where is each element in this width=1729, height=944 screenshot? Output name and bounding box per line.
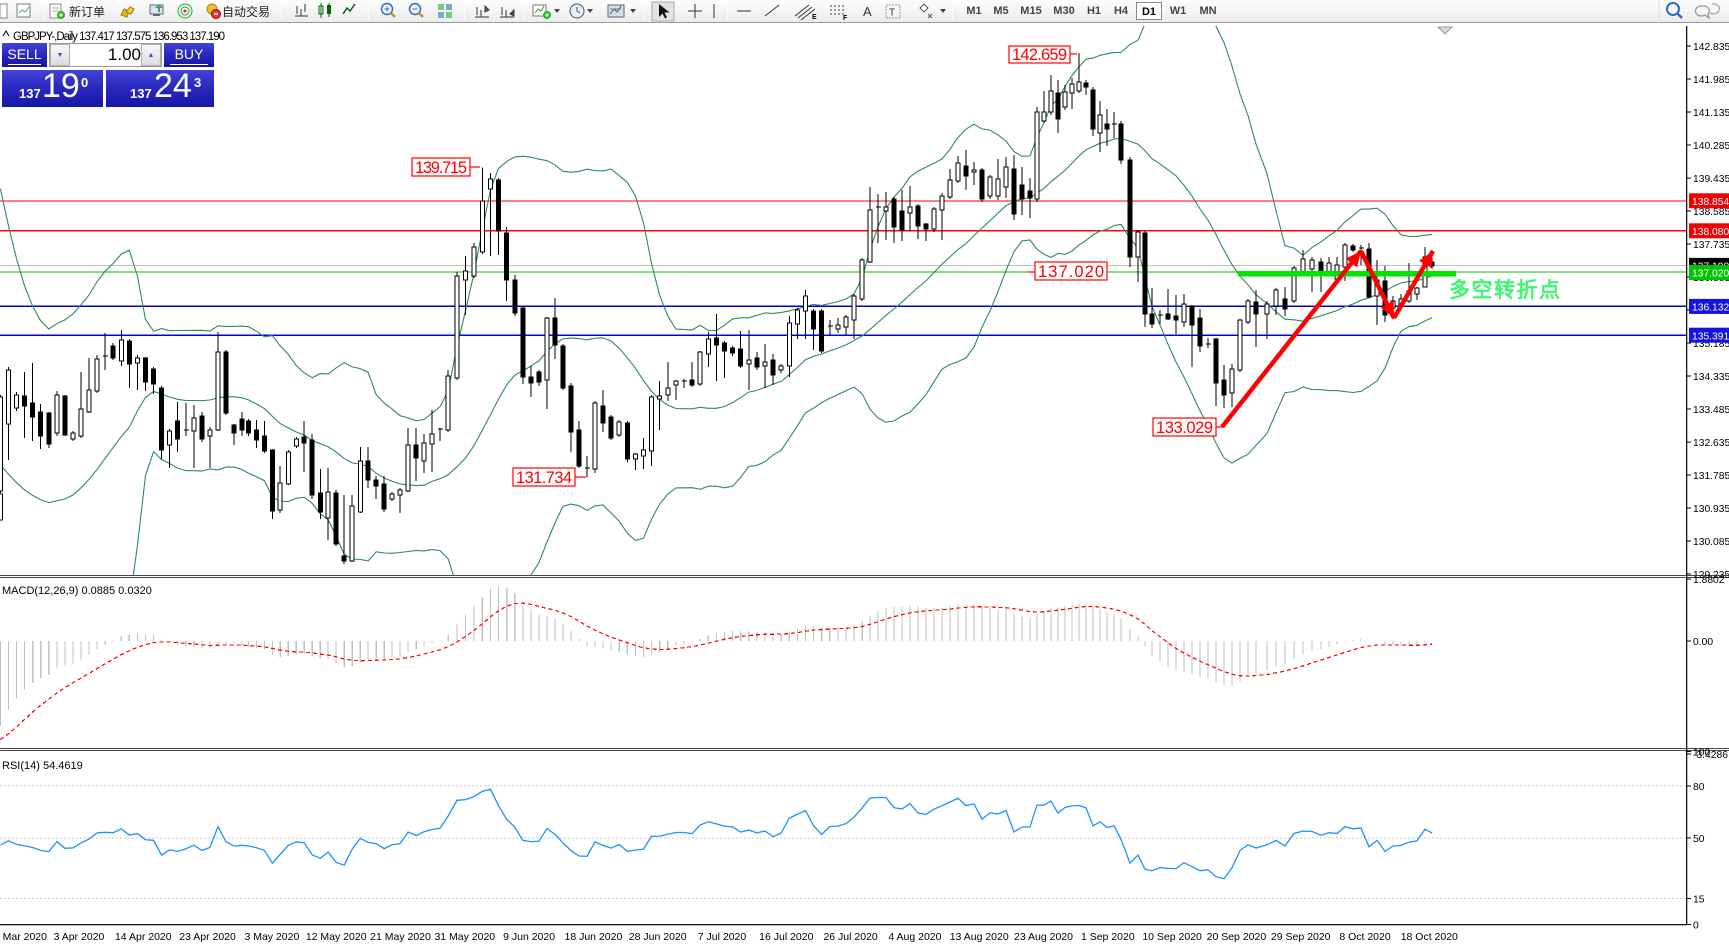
svg-text:E: E (812, 14, 817, 21)
svg-text:50: 50 (1693, 834, 1705, 845)
svg-text:A: A (863, 4, 872, 19)
svg-text:15: 15 (1693, 894, 1705, 905)
svg-text:14 Apr 2020: 14 Apr 2020 (115, 931, 172, 943)
svg-text:7 Jul 2020: 7 Jul 2020 (698, 931, 747, 943)
svg-text:139.435: 139.435 (1693, 174, 1729, 185)
svg-text:23 Apr 2020: 23 Apr 2020 (179, 931, 236, 943)
svg-text:31 May 2020: 31 May 2020 (434, 931, 495, 943)
svg-text:-3.4286: -3.4286 (1693, 750, 1728, 761)
svg-text:130.085: 130.085 (1693, 537, 1729, 548)
svg-text:0: 0 (1693, 920, 1699, 931)
svg-text:12 May 2020: 12 May 2020 (306, 931, 367, 943)
svg-text:139.715: 139.715 (415, 159, 467, 177)
svg-text:29 Sep 2020: 29 Sep 2020 (1271, 931, 1331, 943)
svg-text:28 Jun 2020: 28 Jun 2020 (629, 931, 687, 943)
svg-text:129.235: 129.235 (1693, 570, 1729, 581)
svg-text:138.854: 138.854 (1692, 197, 1729, 208)
svg-text:135.391: 135.391 (1692, 331, 1729, 342)
svg-text:18 Oct 2020: 18 Oct 2020 (1401, 931, 1458, 943)
svg-text:1 Sep 2020: 1 Sep 2020 (1081, 931, 1135, 943)
svg-text:134.335: 134.335 (1693, 372, 1729, 383)
svg-text:21 May 2020: 21 May 2020 (370, 931, 431, 943)
svg-text:MACD(12,26,9) 0.0885 0.0320: MACD(12,26,9) 0.0885 0.0320 (2, 585, 152, 597)
svg-text:136.132: 136.132 (1692, 303, 1729, 314)
svg-text:137.020: 137.020 (1038, 263, 1104, 281)
svg-text:3 May 2020: 3 May 2020 (244, 931, 299, 943)
svg-text:138.080: 138.080 (1692, 227, 1729, 238)
svg-text:RSI(14) 54.4619: RSI(14) 54.4619 (2, 760, 83, 772)
svg-text:F: F (843, 15, 848, 22)
svg-text:23 Aug 2020: 23 Aug 2020 (1014, 931, 1073, 943)
svg-text:130.935: 130.935 (1693, 504, 1729, 515)
svg-text:80: 80 (1693, 782, 1705, 793)
svg-text:9 Jun 2020: 9 Jun 2020 (503, 931, 555, 943)
svg-text:0.00: 0.00 (1693, 637, 1713, 648)
svg-text:140.285: 140.285 (1693, 141, 1729, 152)
svg-text:100: 100 (1693, 747, 1710, 758)
svg-text:16 Jul 2020: 16 Jul 2020 (759, 931, 813, 943)
svg-text:1.8802: 1.8802 (1693, 575, 1725, 586)
svg-text:142.835: 142.835 (1693, 42, 1729, 53)
svg-text:131.785: 131.785 (1693, 471, 1729, 482)
svg-text:26 Jul 2020: 26 Jul 2020 (823, 931, 877, 943)
svg-text:GBPJPY-,Daily 137.417 137.575: GBPJPY-,Daily 137.417 137.575 136.953 13… (13, 31, 225, 43)
svg-text:4 Aug 2020: 4 Aug 2020 (888, 931, 941, 943)
svg-text:18 Jun 2020: 18 Jun 2020 (564, 931, 622, 943)
svg-text:131.734: 131.734 (516, 469, 572, 487)
svg-text:13 Aug 2020: 13 Aug 2020 (950, 931, 1009, 943)
svg-text:多空转折点: 多空转折点 (1449, 278, 1562, 302)
svg-text:25 Mar 2020: 25 Mar 2020 (0, 931, 47, 943)
svg-text:133.029: 133.029 (1156, 419, 1213, 437)
svg-text:135.185: 135.185 (1693, 339, 1729, 350)
svg-text:137.020: 137.020 (1692, 269, 1729, 280)
svg-text:T: T (889, 8, 895, 19)
svg-text:141.135: 141.135 (1693, 108, 1729, 119)
svg-text:3 Apr 2020: 3 Apr 2020 (54, 931, 105, 943)
svg-text:10 Sep 2020: 10 Sep 2020 (1142, 931, 1202, 943)
svg-text:138.585: 138.585 (1693, 207, 1729, 218)
svg-text:142.659: 142.659 (1012, 46, 1067, 64)
svg-text:133.485: 133.485 (1693, 405, 1729, 416)
svg-text:8 Oct 2020: 8 Oct 2020 (1339, 931, 1391, 943)
svg-text:20 Sep 2020: 20 Sep 2020 (1207, 931, 1267, 943)
svg-text:132.635: 132.635 (1693, 438, 1729, 449)
svg-text:137.735: 137.735 (1693, 240, 1729, 251)
svg-text:141.985: 141.985 (1693, 75, 1729, 86)
